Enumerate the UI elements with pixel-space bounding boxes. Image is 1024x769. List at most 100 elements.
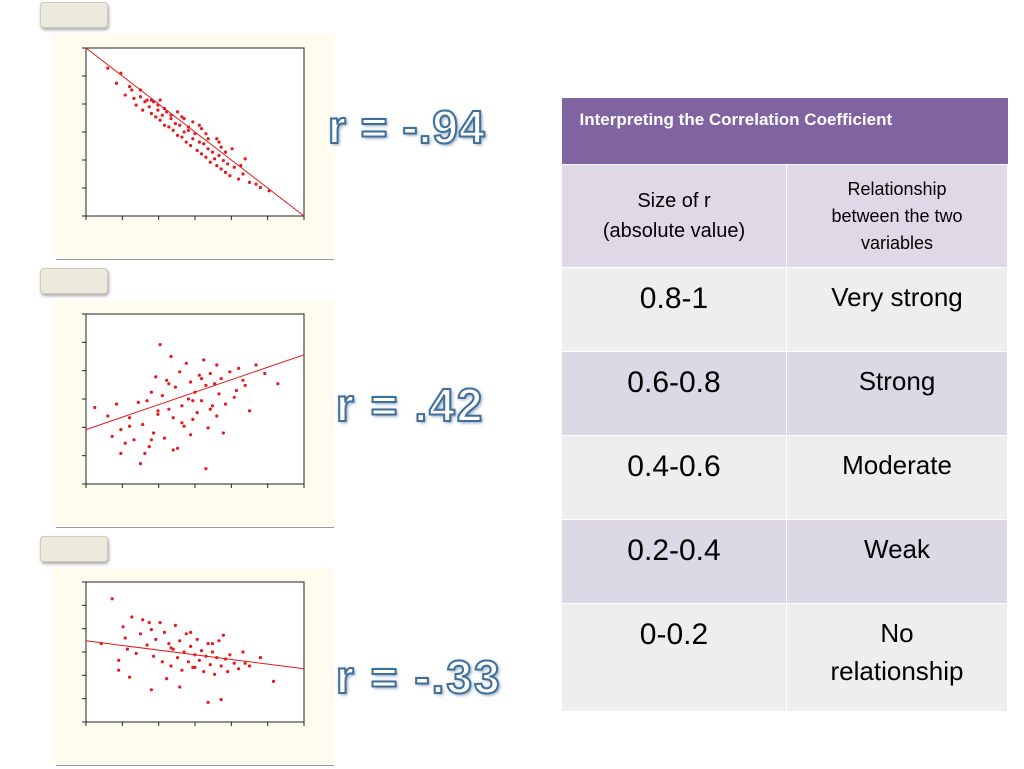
data-point (221, 431, 225, 435)
size-cell: 0.6-0.8 (561, 351, 787, 436)
data-point (173, 623, 177, 627)
regression-line (85, 47, 305, 217)
data-point (149, 628, 153, 632)
data-point (128, 675, 132, 679)
data-point (114, 402, 119, 406)
data-point (121, 625, 125, 629)
data-point (204, 383, 208, 387)
size-cell: 0.4-0.6 (561, 435, 787, 520)
data-point (154, 115, 158, 119)
data-point (147, 621, 151, 625)
data-point (204, 467, 208, 471)
data-point (167, 407, 171, 411)
data-point (243, 383, 247, 387)
data-point (132, 438, 136, 442)
data-point (130, 88, 134, 92)
data-point (193, 390, 197, 394)
data-point (186, 128, 191, 132)
data-point (215, 137, 219, 141)
data-point (117, 668, 121, 672)
column-header-size-line: (absolute value) (602, 220, 746, 242)
data-point (186, 125, 191, 129)
data-point (197, 123, 201, 127)
data-point (189, 433, 193, 437)
data-point (247, 180, 252, 184)
data-point (158, 98, 162, 102)
data-point (151, 100, 156, 104)
data-point (204, 155, 208, 159)
data-point (132, 96, 136, 100)
data-point (215, 656, 219, 660)
data-point (189, 380, 193, 384)
data-point (217, 140, 221, 144)
data-point (138, 462, 143, 466)
size-cell: 0.2-0.4 (561, 519, 787, 604)
data-point (219, 145, 223, 149)
data-point (173, 122, 177, 126)
data-point (154, 375, 158, 379)
data-point (149, 688, 153, 692)
data-point (195, 637, 199, 641)
scatter-plot-2 (82, 313, 305, 488)
relationship-cell: Moderate (786, 435, 1008, 520)
data-point (206, 137, 210, 141)
column-header-relationship-line: variables (860, 233, 934, 253)
data-point (156, 108, 160, 112)
data-point (162, 123, 167, 127)
data-point (217, 153, 221, 158)
data-point (119, 428, 123, 432)
column-header-size-line: Size of r (637, 190, 711, 212)
data-point (171, 416, 175, 420)
data-point (223, 402, 228, 406)
data-point (258, 185, 262, 190)
data-point (189, 143, 193, 148)
data-point (243, 157, 247, 161)
data-point (165, 110, 169, 114)
data-point (180, 668, 184, 672)
table-row: 0.2-0.4 Weak (561, 519, 1008, 604)
data-point (191, 417, 195, 421)
data-point (213, 382, 217, 386)
data-point (208, 407, 212, 411)
relationship-cell: No relationship (786, 603, 1008, 712)
data-point (247, 664, 252, 668)
data-point (213, 672, 217, 676)
data-point (243, 661, 247, 665)
data-point (128, 416, 132, 420)
data-point (197, 140, 201, 144)
data-point (114, 81, 119, 85)
data-point (215, 414, 219, 418)
data-point (169, 646, 173, 650)
data-point (232, 661, 236, 665)
data-point (189, 644, 193, 648)
data-point (182, 130, 186, 134)
data-point (202, 142, 206, 146)
data-point (199, 377, 204, 381)
data-point (162, 106, 167, 111)
data-point (143, 100, 147, 104)
data-point (199, 399, 204, 403)
data-point (106, 66, 110, 70)
relationship-cell-line: relationship (830, 656, 964, 686)
data-point (178, 639, 182, 643)
data-point (239, 164, 243, 168)
data-point (169, 113, 173, 117)
data-point (128, 424, 132, 428)
data-point (180, 135, 184, 139)
data-point (197, 373, 201, 377)
data-point (195, 148, 199, 153)
data-point (263, 371, 267, 376)
data-point (178, 123, 182, 127)
table-title: Interpreting the Correlation Coefficient (561, 98, 1008, 165)
scatter-plot-1 (82, 47, 305, 220)
data-point (128, 85, 132, 89)
data-point (210, 650, 215, 654)
data-point (151, 431, 156, 435)
data-point (175, 656, 180, 660)
data-point (160, 113, 164, 117)
data-point (219, 167, 223, 171)
data-point (169, 664, 173, 668)
relationship-cell: Weak (786, 519, 1008, 604)
data-point (191, 137, 195, 141)
table-subheader-row: Size of r (absolute value) Relationship … (561, 164, 1008, 268)
